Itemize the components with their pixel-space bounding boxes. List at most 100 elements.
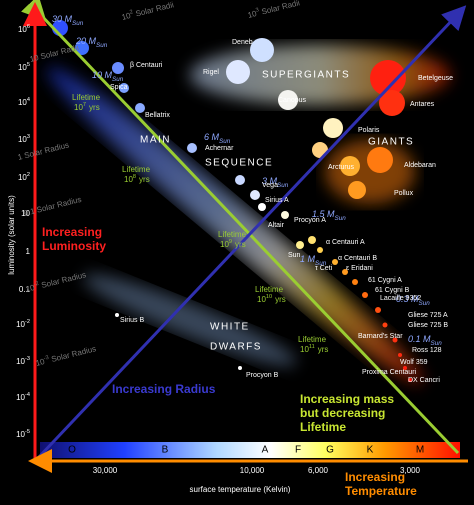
star: [281, 211, 289, 219]
lifetime-label: Lifetime: [218, 230, 247, 239]
arrow-label: Increasing mass: [300, 392, 394, 406]
star: [392, 337, 398, 343]
spectral-class: F: [295, 445, 301, 456]
mass-label-part: 0.3 M: [396, 294, 419, 304]
star-name: Gliese 725 A: [408, 312, 448, 319]
lifetime-label: Lifetime: [298, 335, 327, 344]
mass-label: 1.5 MSun: [312, 209, 346, 222]
star-name: Sirius A: [265, 197, 289, 204]
star-name: β Centauri: [130, 62, 163, 69]
lifetime-value-part: 9: [229, 239, 232, 245]
radius-arrow: [36, 5, 467, 460]
lifetime-value-part: 11: [309, 344, 315, 350]
star: [348, 181, 366, 199]
lifetime-value-part: yrs: [235, 240, 246, 249]
star: [403, 366, 407, 370]
mass-label-part: 1.5 M: [312, 209, 335, 219]
arrow-label: Luminosity: [42, 239, 106, 253]
mass-label-part: 3 M: [262, 176, 278, 186]
region-label: SEQUENCE: [205, 158, 273, 169]
lifetime-value-part: 10: [266, 294, 272, 300]
mass-label-part: Sun: [419, 300, 431, 307]
lifetime-label: Lifetime: [72, 93, 101, 102]
region-label: WHITE: [210, 322, 250, 333]
arrow-label: Increasing: [345, 470, 405, 484]
labels: 1061051041031021010.110-210-310-410-5lum…: [7, 0, 453, 498]
y-tick-label-part: 3: [27, 134, 30, 140]
mass-label-part: Sun: [72, 20, 84, 27]
giant-glow: [325, 140, 415, 204]
x-axis-label: surface temperature (Kelvin): [190, 485, 291, 494]
mass-label-part: 0.1 M: [408, 334, 431, 344]
y-tick-label-part: 6: [27, 24, 30, 30]
spectral-class: O: [68, 445, 76, 456]
lifetime-value-part: 7: [83, 102, 86, 108]
y-tick-label-part: 10: [18, 173, 27, 182]
star-name: Lacaille 9352: [380, 295, 421, 302]
star: [323, 118, 343, 138]
star: [119, 83, 129, 93]
spectral-class: M: [416, 445, 424, 456]
star-name: Procyon A: [294, 217, 326, 224]
star: [332, 259, 338, 265]
mass-label-part: Sun: [277, 182, 289, 189]
y-tick-label: 10-4: [16, 392, 30, 402]
star-name: Polaris: [358, 127, 380, 134]
star: [112, 62, 124, 74]
stars: [52, 20, 412, 382]
mass-label: 6 MSun: [204, 132, 231, 145]
arrow-label: Increasing: [42, 225, 102, 239]
region-label: DWARFS: [210, 342, 262, 353]
star: [408, 378, 412, 382]
y-tick-label: 104: [18, 97, 30, 107]
radius-label-part: 2: [129, 10, 133, 17]
star-name: ε Eridani: [346, 265, 373, 272]
star-name: Bellatrix: [145, 112, 170, 119]
star-name: Proxima Centauri: [362, 369, 417, 376]
lifetime-value-part: yrs: [139, 175, 150, 184]
main-sequence-glow: [46, 66, 424, 384]
region-label: SUPERGIANTS: [262, 70, 350, 81]
star: [250, 190, 260, 200]
mass-label: 3 MSun: [262, 176, 289, 189]
lifetime-value-part: 10: [220, 240, 229, 249]
star: [398, 353, 402, 357]
star-name: Canopus: [278, 97, 307, 104]
mass-label: 30 MSun: [52, 14, 84, 27]
star: [379, 90, 405, 116]
spectral-class: B: [162, 445, 169, 456]
arrow-label: Temperature: [345, 484, 417, 498]
mass-label-part: Sun: [315, 260, 327, 267]
arrow-label: but decreasing: [300, 406, 385, 420]
y-tick-label: 106: [18, 24, 30, 34]
y-tick-label-part: 10: [21, 209, 30, 218]
lifetime-label: Lifetime: [255, 285, 284, 294]
mass-label: 10 MSun: [92, 70, 124, 83]
y-tick-label-part: 10: [16, 320, 25, 329]
x-tick-label: 6,000: [308, 466, 329, 475]
y-tick-label-part: 10: [16, 430, 25, 439]
y-tick-label-part: 1: [26, 247, 31, 256]
lifetime-value-part: 10: [257, 295, 266, 304]
star: [370, 60, 406, 96]
star: [308, 236, 316, 244]
star-name: τ Ceti: [315, 265, 333, 272]
y-tick-label: 102: [18, 172, 30, 182]
y-tick-label-part: 0.1: [19, 285, 31, 294]
star-name: α Centauri A: [326, 239, 365, 246]
region-label: MAIN: [140, 135, 171, 146]
star-name: DX Cancri: [408, 377, 440, 384]
spectral-class: G: [326, 445, 334, 456]
star-name: Barnard's Star: [358, 333, 403, 340]
star: [235, 175, 245, 185]
star-name: Vega: [262, 182, 278, 189]
star: [382, 322, 388, 328]
star: [317, 247, 323, 253]
radius-label-part: -2: [33, 281, 39, 288]
y-tick-label-part: 10: [18, 63, 27, 72]
mass-label-part: 20 M: [75, 36, 97, 46]
star-name: Deneb: [232, 39, 253, 46]
white-dwarf-glow: [83, 274, 297, 366]
radius-label-part: 10: [35, 357, 46, 368]
y-tick-label-part: 10: [18, 98, 27, 107]
